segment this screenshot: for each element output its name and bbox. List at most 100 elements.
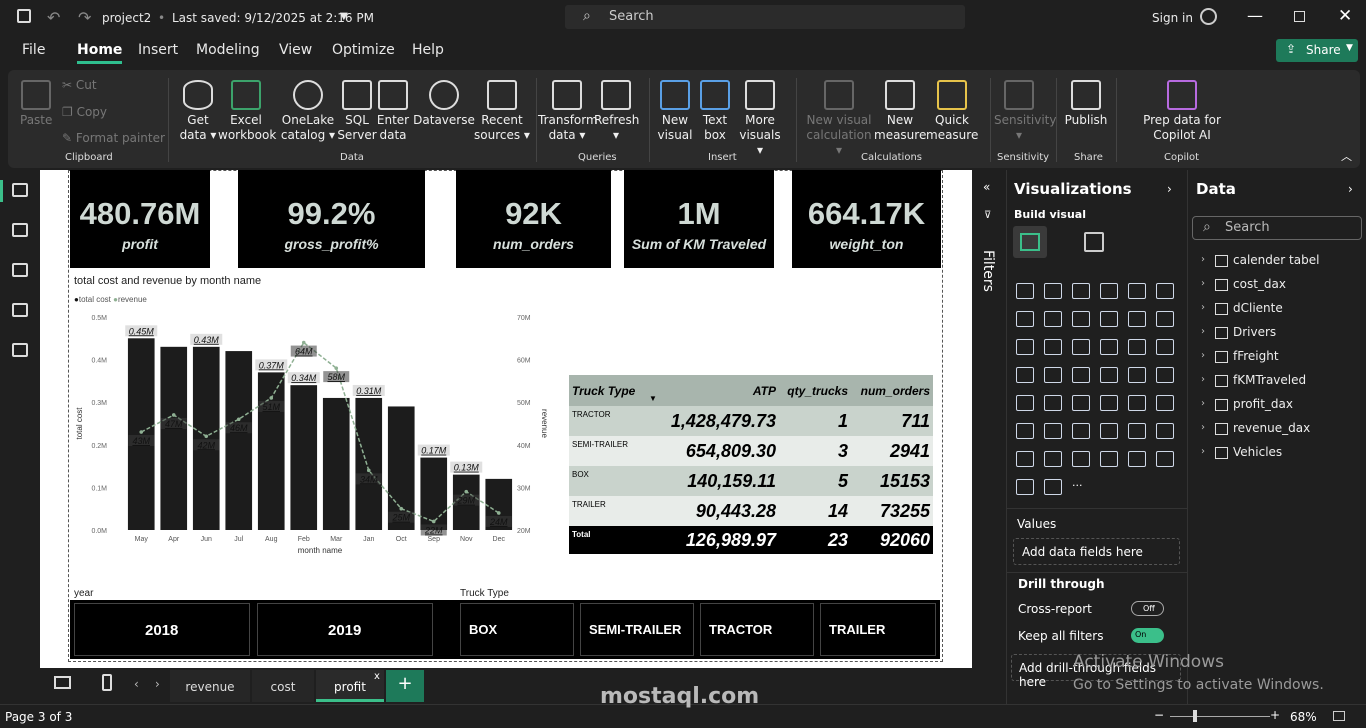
slicer-truck-box[interactable]: BOX [460,603,574,656]
chevron-right-icon[interactable]: › [1201,422,1205,433]
zoom-slider-thumb[interactable] [1193,710,1197,722]
more-visuals-button[interactable]: More visuals ▾ [738,80,782,158]
paste-button[interactable]: Paste [20,80,52,128]
100-bar-visual-icon[interactable] [1128,283,1146,299]
recent-sources-button[interactable]: Recent sources ▾ [472,80,532,143]
menu-insert[interactable]: Insert [138,42,179,58]
table-row[interactable]: TRAILER 90,443.28 14 73255 [569,496,933,526]
excel-workbook-button[interactable]: Excel workbook [218,80,276,143]
sensitivity-button[interactable]: Sensitivity ▾ [994,80,1056,143]
menu-file[interactable]: File [22,42,46,58]
share-button[interactable]: ⇪ Share ▼ [1276,39,1358,62]
new-card-visual-icon[interactable] [1156,451,1174,467]
slicer-year-2019[interactable]: 2019 [257,603,433,656]
kpi-card-num-orders[interactable]: 92K num_orders [456,170,611,268]
avatar-icon[interactable] [1200,8,1217,25]
table-view-icon[interactable] [12,223,28,237]
paginated-visual-icon[interactable] [1016,451,1034,467]
chevron-right-icon[interactable]: › [1201,398,1205,409]
table-row[interactable]: BOX 140,159.11 5 15153 [569,466,933,496]
model-view-icon[interactable] [12,263,28,277]
100-column-visual-icon[interactable] [1156,283,1174,299]
kpi-card-gross-profit[interactable]: 99.2% gross_profit% [238,170,425,268]
chevron-down-icon[interactable]: ▼ [340,11,348,22]
add-data-fields-well[interactable]: Add data fields here [1013,538,1180,565]
format-painter-button[interactable]: ✎ Format painter [62,131,165,146]
close-icon[interactable]: ✕ [1338,6,1353,26]
copy-button[interactable]: ❐ Copy [62,105,107,120]
new-visual-calculation-button[interactable]: New visual calculation ▾ [804,80,874,158]
data-table-ffreight[interactable]: fFreight [1215,349,1279,363]
transform-data-button[interactable]: Transform data ▾ [538,80,598,143]
goals-visual-icon[interactable] [1156,423,1174,439]
tab-profit[interactable]: profit [316,670,384,702]
fit-to-page-icon[interactable] [1333,711,1345,721]
collapse-viz-icon[interactable]: › [1167,182,1172,196]
data-table-dcliente[interactable]: dCliente [1215,301,1283,315]
truck-type-table[interactable]: Truck Type ATP ▼ qty_trucks num_orders TR… [569,375,933,555]
card-visual-icon[interactable] [1156,367,1174,383]
scatter-visual-icon[interactable] [1100,339,1118,355]
pie-visual-icon[interactable] [1128,339,1146,355]
save-icon[interactable] [17,9,31,23]
power-bi-visual-icon[interactable] [1016,479,1034,495]
narrative-visual-icon[interactable] [1128,423,1146,439]
chevron-right-icon[interactable]: › [1201,374,1205,385]
expand-filters-icon[interactable]: « [983,180,991,194]
matrix-visual-icon[interactable] [1128,395,1146,411]
cross-report-toggle[interactable]: Off [1131,601,1164,616]
zoom-slider[interactable] [1170,716,1270,717]
chevron-right-icon[interactable]: › [1201,326,1205,337]
sign-in-link[interactable]: Sign in [1152,11,1193,25]
data-table-drivers[interactable]: Drivers [1214,325,1277,339]
chevron-right-icon[interactable]: › [1201,254,1205,265]
data-table-calender-tabel[interactable]: calender tabel [1214,253,1320,267]
python-visual-icon[interactable] [1016,423,1034,439]
chevron-right-icon[interactable]: › [1201,278,1205,289]
tmdl-view-icon[interactable] [12,343,28,357]
prev-page-icon[interactable]: ‹ [134,677,139,691]
power-apps-visual-icon[interactable] [1044,451,1062,467]
col-header-atp[interactable]: ATP ▼ [643,375,779,406]
search-input[interactable]: ⌕ Search [565,5,965,29]
copilot-visual-icon[interactable] [1100,451,1118,467]
data-table-cost-dax[interactable]: cost_dax [1215,277,1286,291]
sql-server-button[interactable]: SQL Server [336,80,378,143]
line-column-visual-icon[interactable] [1128,311,1146,327]
stacked-column-visual-icon[interactable] [1044,283,1062,299]
tab-cost[interactable]: cost [252,670,314,702]
prep-data-copilot-button[interactable]: Prep data for Copilot AI [1122,80,1242,143]
refresh-button[interactable]: Refresh ▾ [594,80,639,143]
table-row[interactable]: SEMI-TRAILER 654,809.30 3 2941 [569,436,933,466]
table-visual-icon[interactable] [1100,395,1118,411]
new-measure-button[interactable]: New measure [874,80,926,143]
data-table-fkmtraveled[interactable]: fKMTraveled [1214,373,1307,387]
cut-button[interactable]: ✂ Cut [62,78,97,93]
line-visual-icon[interactable] [1016,311,1034,327]
area-visual-icon[interactable] [1044,311,1062,327]
collapse-ribbon-icon[interactable]: ︿ [1341,150,1352,163]
table-row[interactable]: TRACTOR 1,428,479.73 1 711 [569,406,933,436]
chevron-right-icon[interactable]: › [1201,446,1205,457]
kpi-visual-icon[interactable] [1044,395,1062,411]
azure-map-visual-icon[interactable] [1100,367,1118,383]
slicer-year-2018[interactable]: 2018 [74,603,250,656]
multi-row-card-visual-icon[interactable] [1016,395,1034,411]
map-visual-icon[interactable] [1044,367,1062,383]
next-page-icon[interactable]: › [155,677,160,691]
filters-pane-collapsed[interactable]: « ⊽ Filters [972,170,1004,668]
donut-visual-icon[interactable] [1156,339,1174,355]
get-data-button[interactable]: Get data ▾ [178,80,218,143]
report-view-icon[interactable] [12,183,28,197]
clustered-bar-visual-icon[interactable] [1072,283,1090,299]
menu-help[interactable]: Help [412,42,444,58]
more-visual-icon[interactable]: ··· [1072,479,1083,492]
paginated-2-visual-icon[interactable] [1128,451,1146,467]
chevron-right-icon[interactable]: › [1201,302,1205,313]
data-table-profit-dax[interactable]: profit_dax [1215,397,1293,411]
desktop-layout-icon[interactable] [54,676,71,689]
treemap-visual-icon[interactable] [1016,367,1034,383]
new-visual-button[interactable]: New visual [657,80,693,143]
zoom-out-icon[interactable]: − [1154,708,1165,722]
decomposition-visual-icon[interactable] [1072,423,1090,439]
